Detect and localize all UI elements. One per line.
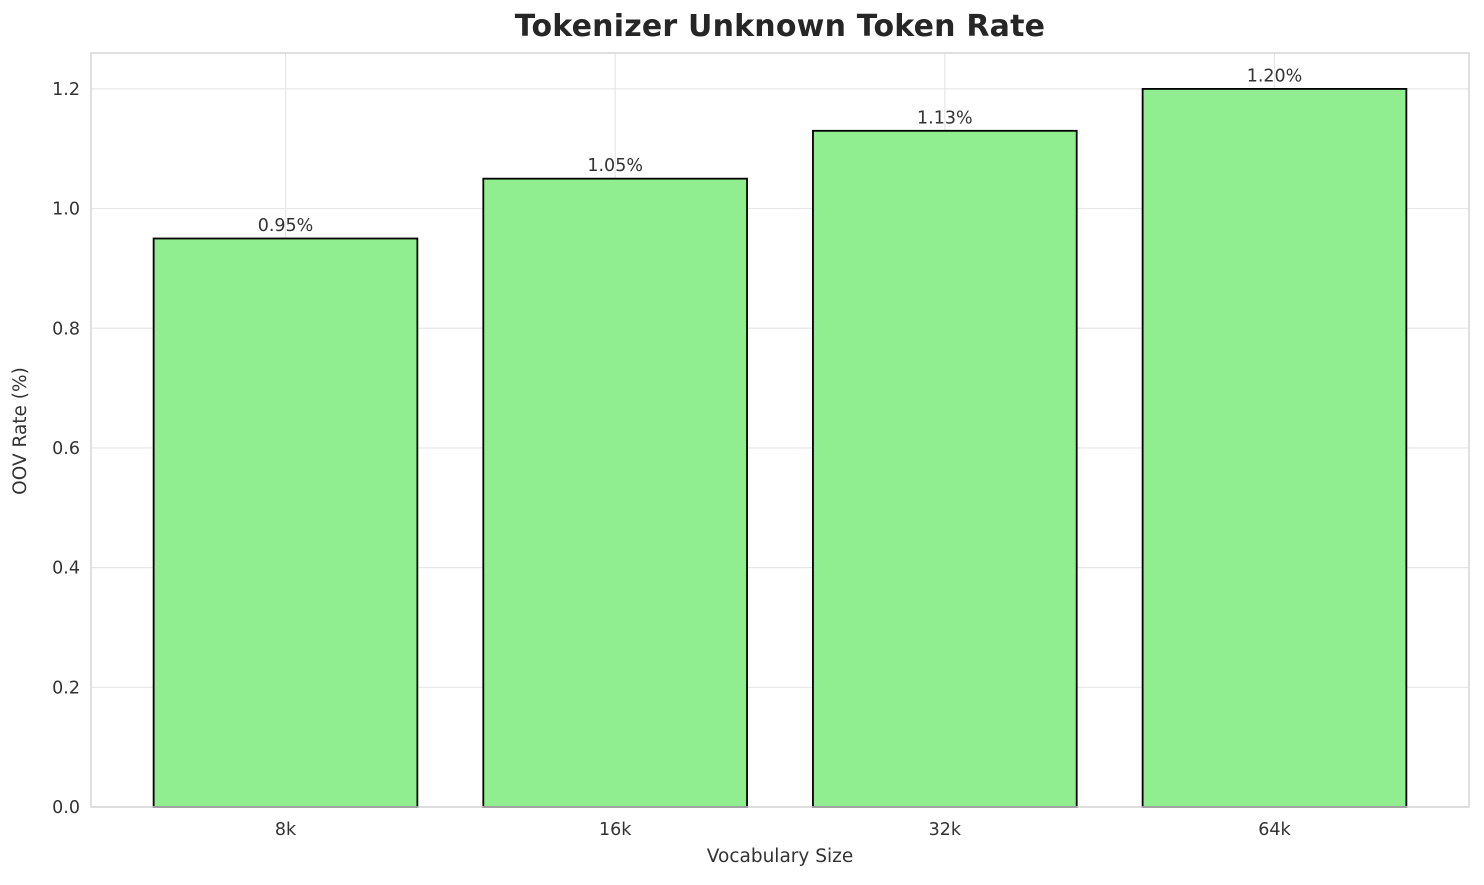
y-tick-label: 0.0 [52, 798, 80, 818]
y-tick-label: 1.0 [52, 200, 80, 220]
x-tick-label: 32k [929, 820, 962, 840]
x-tick-label: 8k [275, 820, 297, 840]
x-axis-label: Vocabulary Size [706, 846, 854, 867]
bar-value-label: 1.20% [1247, 66, 1303, 86]
x-tick-label: 16k [599, 820, 632, 840]
bar-16k [482, 177, 748, 808]
x-tick-label: 64k [1258, 820, 1291, 840]
bar-value-label: 1.13% [917, 108, 973, 128]
y-tick-label: 0.8 [52, 319, 80, 339]
y-tick-label: 0.6 [52, 439, 80, 459]
bar-64k [1141, 88, 1408, 808]
bar-value-label: 0.95% [258, 216, 314, 236]
y-tick-label: 0.2 [52, 678, 80, 698]
plot-border [90, 52, 1470, 808]
y-tick-label: 0.4 [52, 559, 80, 579]
y-axis-label: OOV Rate (%) [10, 367, 31, 495]
bar-8k [152, 237, 419, 808]
bar-32k [812, 129, 1078, 808]
y-tick-label: 1.2 [52, 80, 80, 100]
chart-title: Tokenizer Unknown Token Rate [514, 9, 1046, 44]
bar-value-label: 1.05% [587, 156, 643, 176]
